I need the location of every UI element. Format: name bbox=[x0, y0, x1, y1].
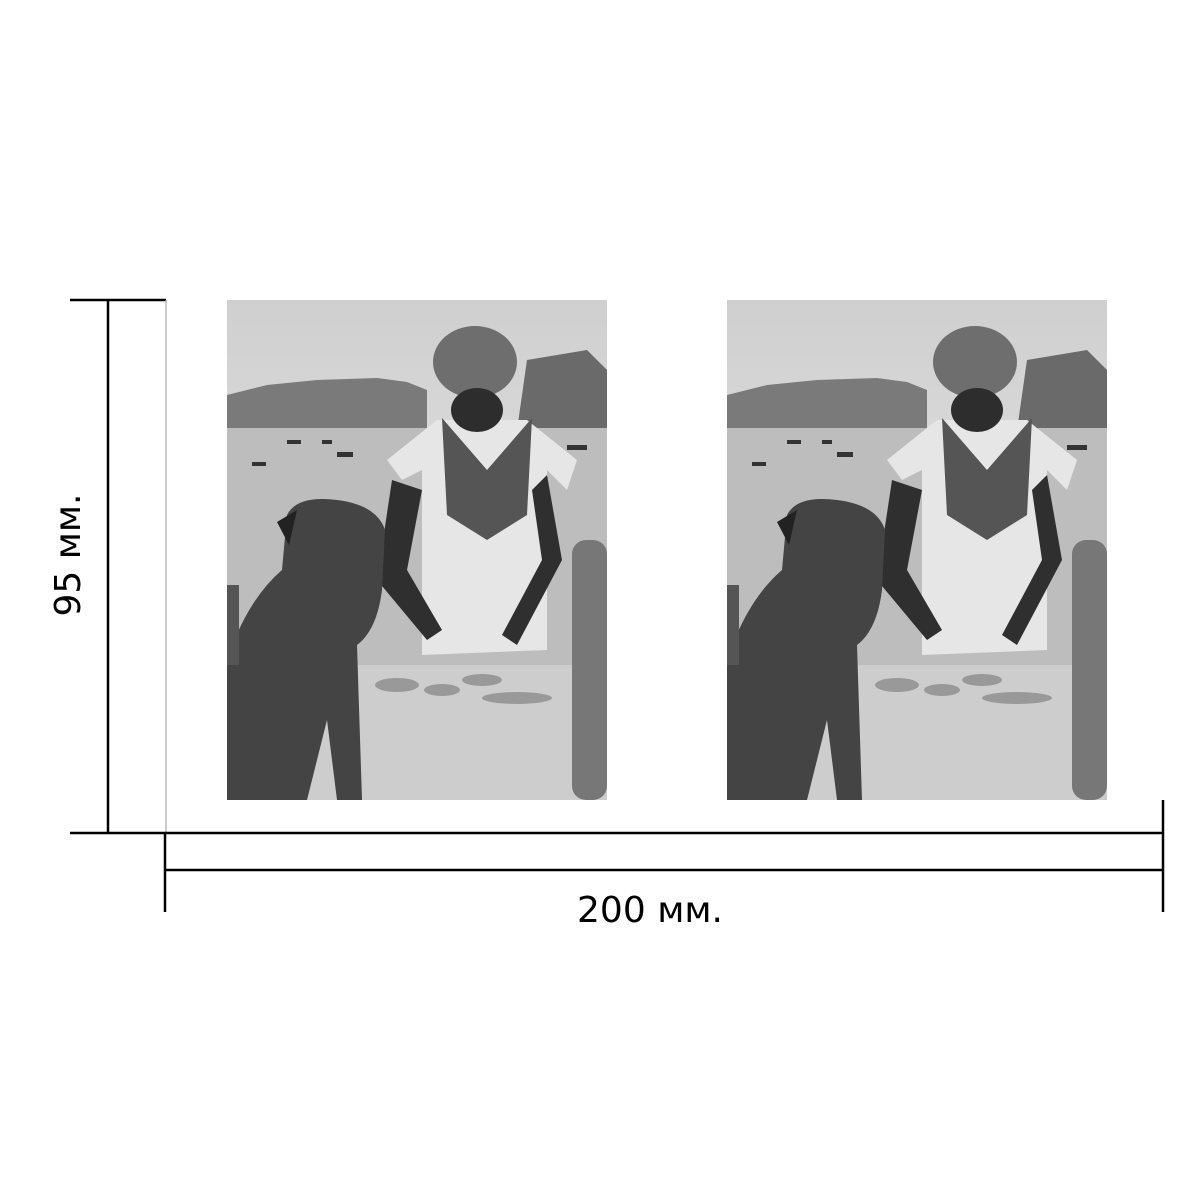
height-dimension: 95 мм. bbox=[48, 298, 167, 835]
product-photo bbox=[727, 300, 1107, 800]
width-dimension: 200 мм. bbox=[163, 800, 1165, 931]
height-label: 95 мм. bbox=[48, 493, 89, 616]
product-photo bbox=[227, 300, 607, 800]
width-label: 200 мм. bbox=[577, 890, 723, 931]
